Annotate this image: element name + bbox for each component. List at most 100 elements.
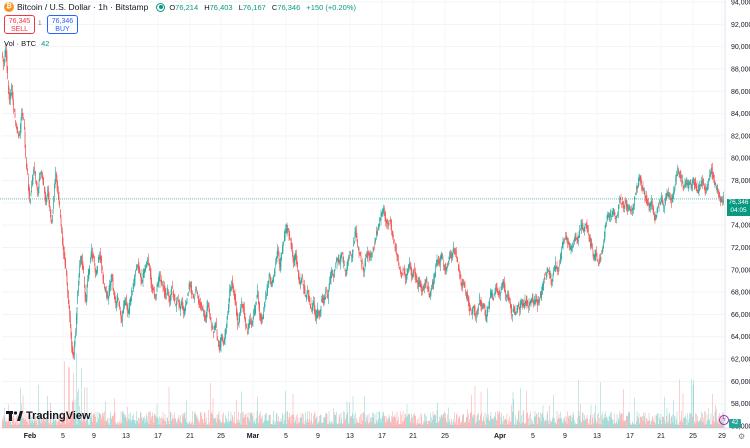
candle-body <box>469 305 470 311</box>
volume-bar <box>344 420 346 428</box>
volume-bar <box>164 414 166 428</box>
candle-body <box>506 295 508 297</box>
volume-bar <box>182 416 184 428</box>
candle-body <box>288 231 290 237</box>
candle-body <box>666 193 668 199</box>
candle-body <box>354 232 356 240</box>
candle-body <box>298 272 299 276</box>
candle-body <box>460 278 462 285</box>
candle-body <box>373 249 374 251</box>
volume-legend[interactable]: Vol · BTC 42 <box>4 39 49 48</box>
candle-body <box>314 301 315 311</box>
volume-bar <box>420 412 422 428</box>
lightning-icon[interactable]: ϟ <box>719 415 729 425</box>
candle-body <box>243 307 244 309</box>
candle-body <box>612 208 614 215</box>
candle-body <box>570 247 572 251</box>
candle-body <box>444 267 446 271</box>
volume-bar <box>549 405 550 428</box>
candle-body <box>507 294 508 296</box>
candle-body <box>151 281 152 289</box>
candle-body <box>327 294 328 298</box>
volume-bar <box>404 418 405 428</box>
volume-bar <box>38 413 40 428</box>
volume-bar <box>68 422 70 428</box>
candle-body <box>129 300 130 310</box>
volume-bar <box>179 420 180 428</box>
symbol-title[interactable]: Bitcoin / U.S. Dollar · 1h · Bitstamp <box>17 2 149 12</box>
buy-button[interactable]: 76,346 BUY <box>47 15 78 34</box>
volume-bar <box>251 412 252 428</box>
volume-bar <box>652 417 654 428</box>
x-tick-label: Mar <box>247 433 260 440</box>
candle-body <box>474 306 476 315</box>
volume-bar <box>26 414 28 428</box>
volume-bar <box>244 417 245 428</box>
candle-body <box>60 210 61 217</box>
candle-body <box>17 128 18 130</box>
volume-bar <box>353 418 354 428</box>
volume-bar <box>2 418 3 428</box>
high-label: H <box>204 2 210 12</box>
tradingview-logo[interactable]: TradingView <box>6 410 91 422</box>
candle-body <box>160 273 161 277</box>
volume-bar <box>102 416 104 428</box>
candle-body <box>521 301 522 304</box>
candle-body <box>255 306 256 310</box>
candle-body <box>389 220 390 221</box>
volume-bar <box>662 416 664 428</box>
volume-bar <box>406 404 408 428</box>
volume-bar <box>172 414 174 428</box>
volume-bar <box>612 419 613 428</box>
candle-body <box>386 219 388 222</box>
candle-body <box>710 175 711 177</box>
volume-bar <box>30 422 32 428</box>
candle-body <box>418 282 420 285</box>
candle-body <box>331 270 332 275</box>
candle-body <box>108 295 109 300</box>
volume-bar <box>18 418 20 428</box>
candle-body <box>604 229 606 237</box>
volume-bar <box>93 413 94 428</box>
volume-bar <box>214 419 216 428</box>
candle-body <box>627 205 628 211</box>
candle-body <box>585 223 586 225</box>
volume-bar <box>552 417 553 428</box>
candle-body <box>471 313 472 315</box>
candle-body <box>534 300 535 302</box>
volume-bar <box>174 412 175 428</box>
candle-body <box>235 298 236 304</box>
volume-bar <box>313 415 314 428</box>
candle-body <box>562 243 563 247</box>
candle-body <box>445 265 446 270</box>
candle-body <box>499 293 500 298</box>
candle-body <box>132 290 133 294</box>
volume-bar <box>28 418 30 428</box>
volume-bar <box>406 417 407 428</box>
volume-bar <box>260 419 262 428</box>
volume-bar <box>291 415 292 428</box>
candle-body <box>338 257 340 263</box>
volume-bar <box>298 422 299 428</box>
candle-body <box>273 275 274 280</box>
candle-body <box>253 311 254 318</box>
volume-bar <box>714 422 715 428</box>
sell-button[interactable]: 76,345 SELL <box>4 15 35 34</box>
volume-bar <box>246 412 248 428</box>
candle-body <box>76 318 77 332</box>
volume-bar <box>439 416 440 428</box>
candle-body <box>432 282 433 287</box>
volume-bar <box>623 389 624 428</box>
candle-body <box>39 172 40 181</box>
candle-body <box>238 318 240 323</box>
volume-bar <box>674 415 675 428</box>
volume-bar <box>154 414 155 428</box>
gear-icon[interactable]: ⚙ <box>738 432 746 441</box>
volume-bar <box>348 423 350 428</box>
volume-bar <box>616 421 617 428</box>
volume-bar <box>566 416 567 428</box>
candle-body <box>358 248 360 253</box>
candle-body <box>78 285 79 294</box>
